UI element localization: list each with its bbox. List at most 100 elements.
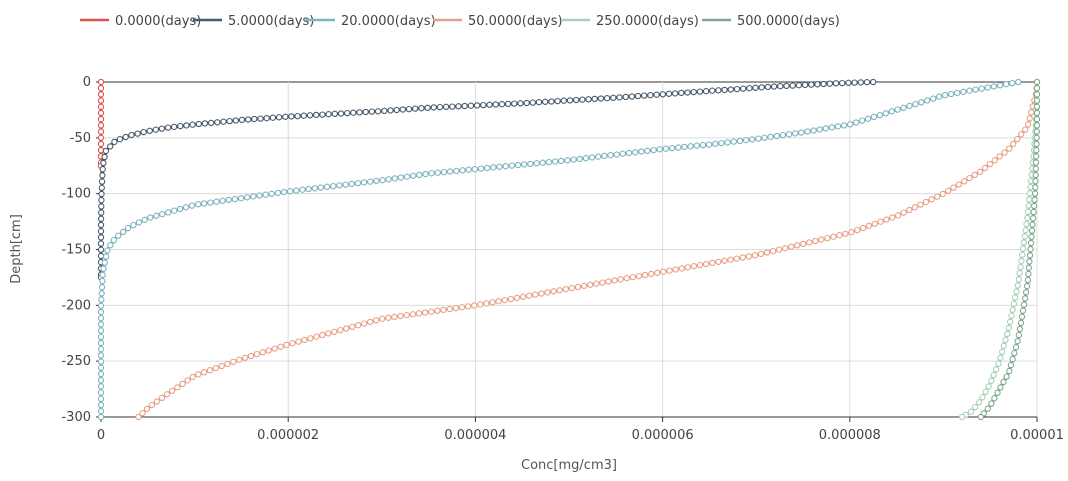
data-point — [1017, 319, 1025, 327]
data-point — [163, 391, 171, 398]
data-point — [848, 229, 855, 236]
data-point — [98, 203, 105, 210]
data-point — [183, 122, 190, 129]
data-point — [446, 168, 454, 175]
data-point — [409, 311, 417, 318]
data-point — [367, 178, 374, 185]
data-point — [1006, 145, 1013, 152]
data-point — [97, 346, 105, 353]
data-point — [1033, 153, 1040, 160]
data-point — [623, 275, 630, 282]
data-point — [271, 345, 278, 352]
data-point — [416, 171, 423, 179]
data-point — [98, 190, 105, 198]
data-point — [495, 298, 502, 305]
data-point — [189, 121, 196, 128]
data-point — [1030, 202, 1038, 210]
data-point — [207, 119, 215, 127]
data-point — [360, 179, 368, 186]
data-point — [871, 220, 878, 227]
data-point — [727, 256, 734, 263]
data-point — [982, 388, 989, 395]
data-point — [724, 139, 731, 146]
data-point — [486, 101, 493, 108]
data-point — [984, 405, 991, 412]
data-point — [858, 117, 866, 124]
data-point — [628, 93, 636, 100]
data-point — [977, 413, 984, 421]
data-point — [237, 195, 245, 202]
data-point — [98, 284, 106, 291]
series-3 — [135, 78, 1041, 421]
data-point — [467, 102, 475, 109]
legend-item: 50.0000(days) — [433, 14, 563, 29]
data-point — [693, 142, 700, 149]
data-point — [804, 128, 811, 135]
data-point — [1026, 196, 1033, 203]
y-tick-label: -150 — [61, 243, 91, 258]
data-point — [97, 383, 105, 390]
data-point — [806, 239, 813, 246]
data-point — [666, 267, 673, 274]
data-point — [241, 354, 249, 361]
data-point — [595, 153, 602, 160]
data-point — [225, 196, 232, 204]
data-point — [529, 99, 536, 106]
data-point — [483, 300, 490, 307]
data-point — [601, 152, 608, 160]
data-point — [101, 153, 108, 161]
data-point — [533, 160, 540, 167]
data-point — [1020, 239, 1028, 246]
data-point — [767, 133, 774, 141]
data-point — [585, 96, 592, 103]
data-point — [847, 121, 854, 128]
data-point — [99, 271, 106, 279]
data-point — [864, 115, 872, 122]
data-point — [550, 288, 557, 295]
data-point — [854, 226, 861, 234]
data-point — [990, 371, 997, 379]
data-point — [1033, 103, 1041, 110]
data-point — [268, 190, 275, 197]
data-point — [1019, 251, 1026, 258]
data-point — [521, 161, 528, 168]
data-point — [912, 100, 919, 108]
data-point — [1007, 361, 1015, 369]
data-point — [97, 377, 105, 384]
data-point — [442, 103, 450, 110]
data-point — [654, 269, 661, 276]
data-point — [554, 97, 561, 105]
data-point — [143, 405, 151, 413]
data-point — [580, 282, 588, 290]
data-point — [98, 209, 105, 216]
data-point — [934, 193, 941, 200]
data-point — [98, 290, 105, 297]
y-tick-label: -100 — [61, 187, 91, 202]
data-point — [206, 367, 214, 374]
data-point — [440, 168, 448, 176]
data-point — [696, 261, 704, 269]
data-point — [1021, 233, 1028, 240]
data-point — [507, 295, 515, 303]
data-point — [582, 155, 590, 162]
data-point — [1028, 109, 1035, 116]
data-point — [981, 164, 989, 172]
data-point — [972, 86, 979, 93]
data-point — [1033, 122, 1041, 129]
data-point — [961, 178, 968, 185]
data-point — [165, 209, 172, 216]
data-point — [619, 150, 626, 157]
data-point — [991, 157, 998, 164]
data-point — [230, 358, 237, 365]
data-point — [97, 339, 105, 347]
series-layer — [97, 78, 1041, 421]
data-point — [1029, 215, 1037, 222]
data-point — [231, 195, 239, 203]
data-point — [675, 144, 682, 151]
data-point — [399, 106, 406, 113]
data-point — [870, 113, 878, 121]
data-point — [434, 169, 441, 176]
data-point — [257, 115, 264, 122]
data-point — [170, 123, 178, 131]
data-point — [828, 124, 836, 131]
